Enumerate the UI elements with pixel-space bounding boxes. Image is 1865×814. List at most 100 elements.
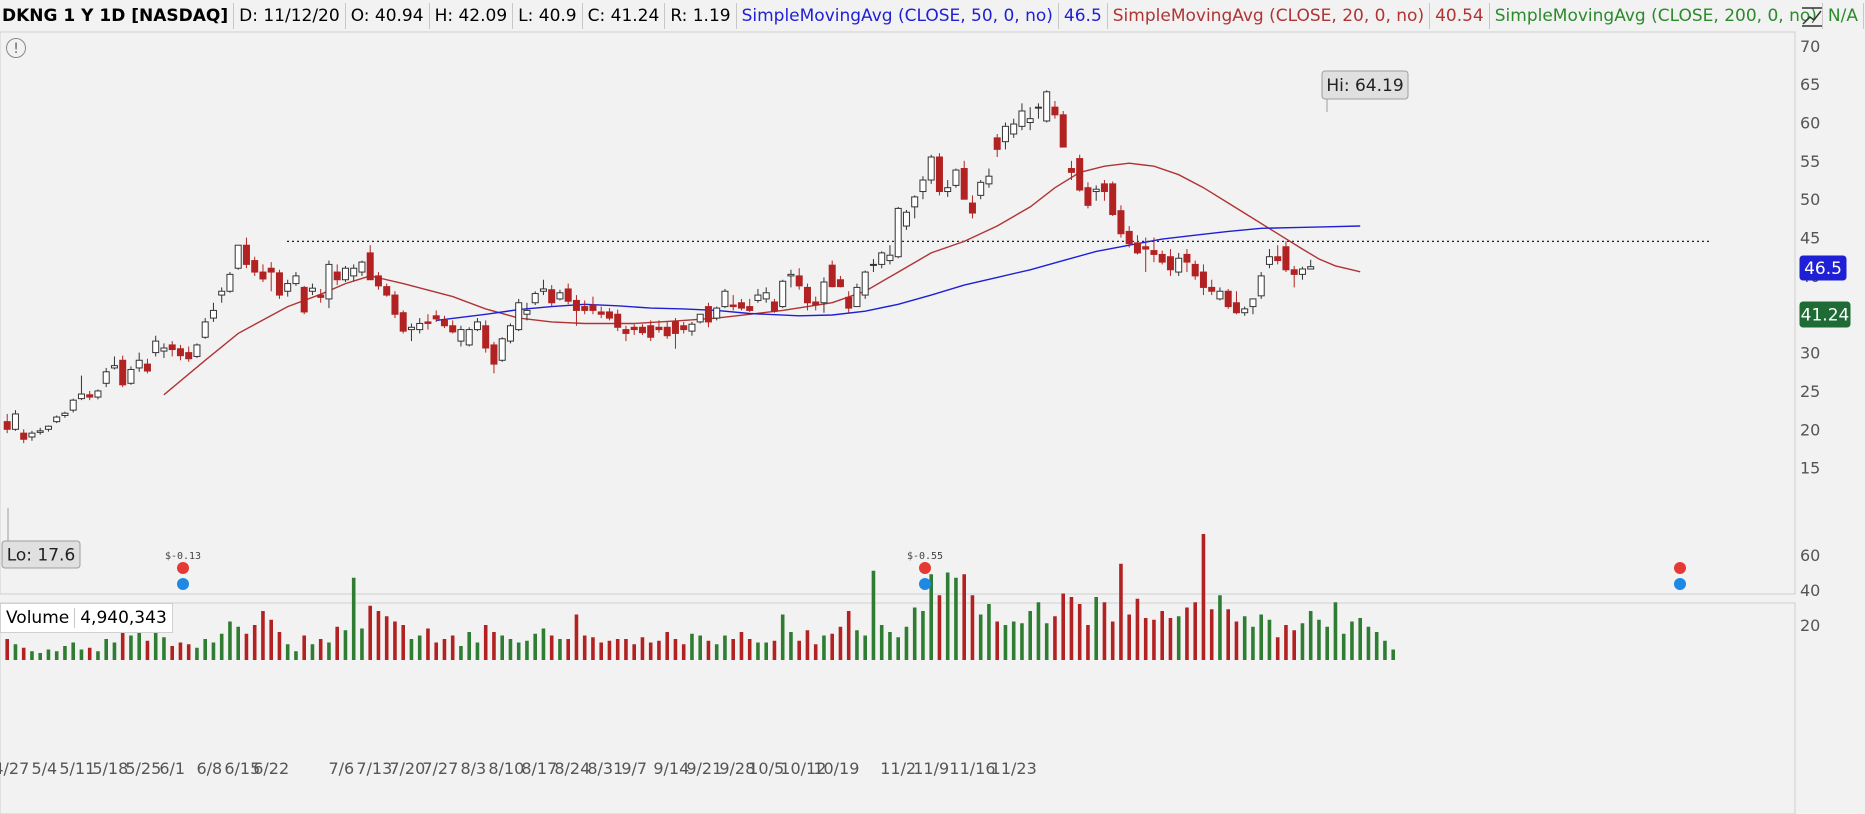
candle-body [449,325,457,333]
candle-body [482,325,490,349]
price-tick-label: 65 [1800,75,1820,94]
volume-bar [112,642,117,660]
volume-bar [772,640,777,660]
volume-bar [417,635,422,660]
volume-bar [434,642,438,660]
candle-body [919,179,927,193]
candle-body [267,267,275,273]
earnings-icon [177,562,189,574]
high-label: H: 42.09 [430,3,514,29]
candle-body [1249,298,1257,308]
volume-bar [162,637,166,660]
volume-bar [1176,616,1181,660]
date-tick-label: 7/27 [422,759,458,778]
candle-body [787,273,795,277]
candle-body [3,421,11,430]
volume-bar [1300,623,1305,660]
candle-body [960,168,968,200]
date-tick-label: 5/25 [125,759,161,778]
volume-bar [384,616,389,660]
candle-body [803,286,811,304]
candle-body [333,271,341,281]
volume-bar [335,626,339,660]
volume-bar [789,632,793,660]
candle-body [1067,168,1075,173]
volume-bar [706,640,711,660]
volume-bar [879,625,884,660]
volume-bar [855,630,859,660]
sma200-label[interactable]: SimpleMovingAvg (CLOSE, 200, 0, no) [1490,3,1823,29]
volume-bar [1053,616,1057,660]
volume-bar [830,633,834,660]
candle-body [1059,114,1067,148]
candle-body [1175,257,1183,273]
volume-bar [483,625,488,660]
volume-bar [1036,602,1041,660]
volume-bar [929,574,933,660]
volume-bar [665,632,669,660]
volume-bar [30,651,34,660]
volume-bar [1234,621,1239,660]
candle-body [284,283,292,292]
candle-body [490,344,498,365]
candle-body [1199,271,1207,288]
price-panel [0,31,1796,595]
sma50-value-badge-box [1799,255,1847,281]
candle-body [1125,230,1133,245]
draw-tool-icon[interactable] [1800,4,1824,30]
volume-bar [1341,633,1346,660]
candle-body [911,196,919,208]
candle-body [366,252,374,281]
symbol-label[interactable]: DKNG 1 Y 1D [NASDAQ] [0,3,235,29]
candle-body [1076,158,1084,191]
volume-bar [698,635,702,660]
candle-body [119,359,127,386]
volume-bar [1366,626,1371,660]
volume-bar [1201,534,1206,660]
hi-badge-box [1321,70,1409,100]
volume-bar [63,646,67,660]
volume-bar [475,642,480,660]
candle-body [317,294,325,298]
volume-bar [574,614,579,660]
candle-body [704,306,712,323]
candle-body [94,390,102,398]
candle-body [630,326,638,331]
candle-body [1043,91,1051,122]
volume-header: Volume 4,940,343 [0,603,173,633]
volume-bar [285,644,290,660]
candle-body [498,338,506,361]
date-label: D: 11/12/20 [234,3,346,29]
candle-body [110,365,118,369]
date-tick-label: 7/6 [328,759,354,778]
candle-body [1282,246,1290,271]
volume-bar [995,621,999,660]
info-icon[interactable]: ! [6,38,26,58]
sma20-label[interactable]: SimpleMovingAvg (CLOSE, 20, 0, no) [1108,3,1431,29]
volume-bar [236,626,240,660]
volume-bar [360,628,364,660]
volume-bar [277,632,282,660]
candle-body [440,319,448,327]
volume-bar [228,621,232,660]
volume-bar [450,635,455,660]
volume-bar [1168,618,1173,660]
volume-bar [846,611,851,660]
candle-body [61,412,69,416]
sma50-label[interactable]: SimpleMovingAvg (CLOSE, 50, 0, no) [737,3,1059,29]
volume-bar [731,639,735,660]
volume-bar [1383,640,1387,660]
volume-bar [1086,625,1090,660]
volume-bar [145,640,150,660]
volume-bar [261,611,265,660]
volume-bar [1391,649,1395,660]
candle-body [201,321,209,338]
volume-bar [87,647,92,660]
candle-body [539,288,547,292]
volume-bar [1358,618,1362,660]
candle-body [515,302,523,331]
volume-bar [871,570,876,660]
candle-body [1158,253,1166,263]
candle-body [292,275,300,285]
